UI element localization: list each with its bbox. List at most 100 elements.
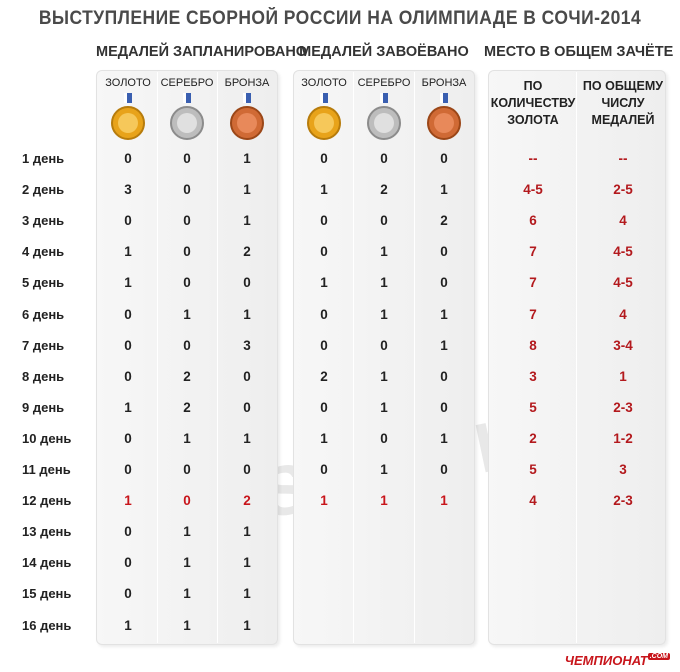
planned-cell: 0 <box>183 338 191 353</box>
planned-cell: 2 <box>243 244 251 259</box>
place-cell: 3-4 <box>613 338 633 353</box>
place-cell: 4-5 <box>523 182 543 197</box>
won-cell: 0 <box>320 213 328 228</box>
won-cell: 0 <box>320 400 328 415</box>
bronze-medal-icon <box>427 93 461 140</box>
place-cell: 3 <box>529 369 537 384</box>
day-label: 3 день <box>22 213 65 228</box>
won-cell: 0 <box>380 431 388 446</box>
won-cell: 0 <box>380 213 388 228</box>
gold-medal-icon <box>111 93 145 140</box>
place-cell: 2-5 <box>613 182 633 197</box>
day-label: 8 день <box>22 369 65 384</box>
planned-cell: 0 <box>124 213 132 228</box>
planned-cell: 0 <box>183 275 191 290</box>
planned-silver-label: СЕРЕБРО <box>160 77 214 89</box>
planned-cell: 1 <box>183 586 191 601</box>
won-cell: 1 <box>380 400 388 415</box>
day-label: 12 день <box>22 493 72 508</box>
planned-cell: 0 <box>243 275 251 290</box>
planned-cell: 1 <box>183 524 191 539</box>
planned-gold-label: ЗОЛОТО <box>105 77 151 89</box>
planned-cell: 0 <box>183 213 191 228</box>
planned-cell: 1 <box>243 307 251 322</box>
page-title: ВЫСТУПЛЕНИЕ СБОРНОЙ РОССИИ НА ОЛИМПИАДЕ … <box>38 8 642 29</box>
won-cell: 1 <box>380 275 388 290</box>
planned-cell: 1 <box>124 275 132 290</box>
day-label: 2 день <box>22 182 65 197</box>
planned-cell: 1 <box>183 307 191 322</box>
won-cell: 1 <box>320 493 328 508</box>
won-bronze-label: БРОНЗА <box>421 77 467 89</box>
planned-cell: 0 <box>243 369 251 384</box>
won-silver-label: СЕРЕБРО <box>357 77 411 89</box>
day-label: 4 день <box>22 244 65 259</box>
planned-cell: 0 <box>124 431 132 446</box>
day-label: 13 день <box>22 524 72 539</box>
rank-header-gold: ПО КОЛИЧЕСТВУ ЗОЛОТА <box>490 79 576 127</box>
planned-cell: 1 <box>183 431 191 446</box>
planned-cell: 0 <box>243 462 251 477</box>
planned-cell: 0 <box>183 462 191 477</box>
planned-cell: 0 <box>124 524 132 539</box>
planned-cell: 1 <box>243 524 251 539</box>
planned-cell: 1 <box>243 555 251 570</box>
won-cell: 1 <box>380 493 388 508</box>
won-cell: 1 <box>380 307 388 322</box>
planned-cell: 1 <box>243 618 251 633</box>
won-cell: 2 <box>380 182 388 197</box>
place-cell: 1 <box>619 369 627 384</box>
planned-cell: 1 <box>124 244 132 259</box>
won-cell: 1 <box>440 182 448 197</box>
place-cell: 1-2 <box>613 431 633 446</box>
won-cell: 0 <box>440 369 448 384</box>
silver-medal-icon <box>170 93 204 140</box>
won-cell: 1 <box>440 493 448 508</box>
gold-medal-icon <box>307 93 341 140</box>
won-cell: 0 <box>320 151 328 166</box>
championat-logo: ЧЕМПИОНАТ .COM <box>564 653 670 668</box>
planned-cell: 3 <box>243 338 251 353</box>
day-label: 5 день <box>22 275 65 290</box>
place-panel <box>488 70 666 645</box>
day-label: 14 день <box>22 555 72 570</box>
won-cell: 0 <box>380 151 388 166</box>
won-cell: 1 <box>320 431 328 446</box>
planned-panel <box>96 70 278 645</box>
place-cell: 4-5 <box>613 275 633 290</box>
won-cell: 1 <box>320 182 328 197</box>
day-label: 9 день <box>22 400 65 415</box>
won-cell: 0 <box>440 151 448 166</box>
day-label: 1 день <box>22 151 65 166</box>
won-cell: 1 <box>440 431 448 446</box>
group-header-place: МЕСТО В ОБЩЕМ ЗАЧЁТЕ <box>484 44 674 60</box>
place-cell: -- <box>618 151 628 166</box>
place-cell: 7 <box>529 307 537 322</box>
day-label: 15 день <box>22 586 72 601</box>
day-label: 11 день <box>22 462 71 477</box>
won-cell: 1 <box>380 369 388 384</box>
won-cell: 2 <box>320 369 328 384</box>
planned-cell: 1 <box>243 431 251 446</box>
won-cell: 0 <box>320 462 328 477</box>
day-label: 7 день <box>22 338 65 353</box>
planned-cell: 3 <box>124 182 132 197</box>
planned-cell: 1 <box>124 493 132 508</box>
place-cell: 7 <box>529 275 537 290</box>
planned-cell: 1 <box>243 151 251 166</box>
won-cell: 1 <box>380 462 388 477</box>
planned-cell: 0 <box>124 462 132 477</box>
group-header-planned: МЕДАЛЕЙ ЗАПЛАНИРОВАНО <box>96 44 308 60</box>
place-cell: 4 <box>619 307 627 322</box>
planned-cell: 1 <box>243 213 251 228</box>
day-label: 16 день <box>22 618 72 633</box>
won-cell: 0 <box>440 275 448 290</box>
planned-cell: 0 <box>124 555 132 570</box>
rank-header-total: ПО ОБЩЕМУ ЧИСЛУ МЕДАЛЕЙ <box>582 79 664 127</box>
planned-cell: 1 <box>243 586 251 601</box>
planned-bronze-label: БРОНЗА <box>224 77 270 89</box>
place-cell: 2-3 <box>613 400 633 415</box>
place-cell: 5 <box>529 462 537 477</box>
won-cell: 1 <box>320 275 328 290</box>
place-cell: 4 <box>619 213 627 228</box>
